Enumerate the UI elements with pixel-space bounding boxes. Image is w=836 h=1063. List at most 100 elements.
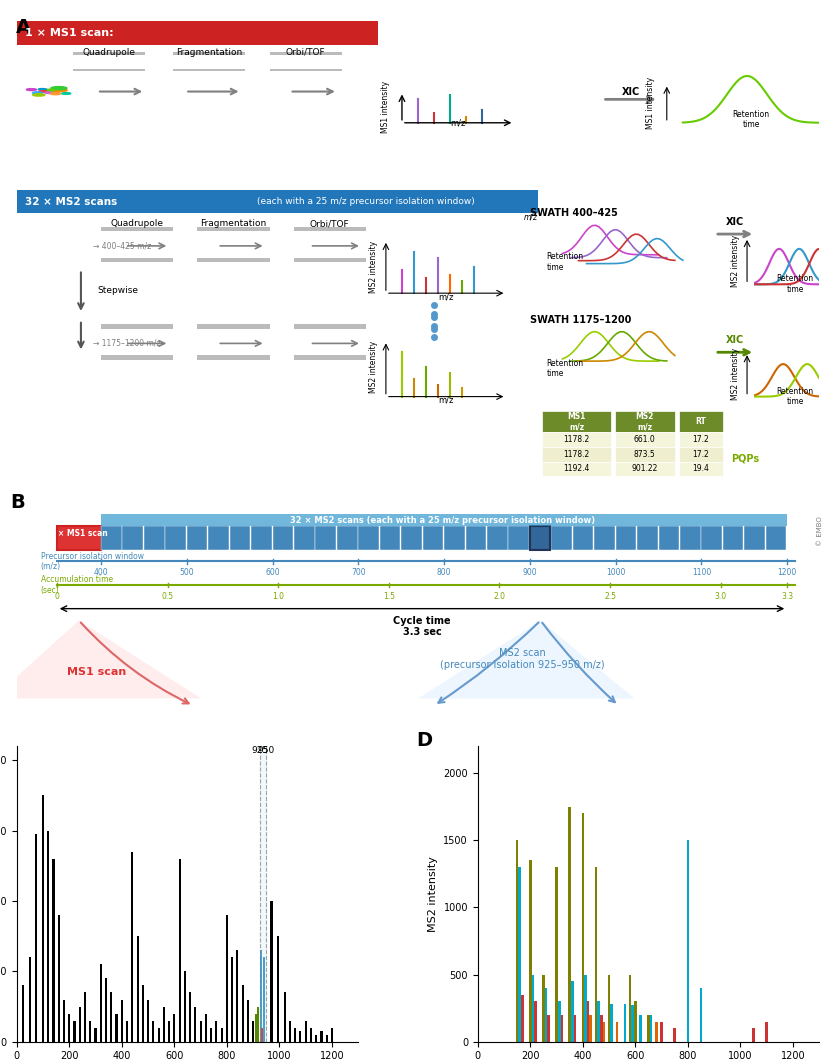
Bar (47, 830, 49, 1042)
Bar (534, 1001, 537, 1042)
Bar (326, 1034, 328, 1042)
Text: 19.4: 19.4 (692, 465, 709, 473)
Bar (299, 1031, 302, 1042)
Bar (359, 526, 379, 550)
Bar (210, 1028, 212, 1042)
Text: (each with a 25 m/z precursor isolation window): (each with a 25 m/z precursor isolation … (257, 197, 475, 206)
Text: 800: 800 (437, 569, 451, 577)
Bar (42, 795, 44, 1042)
Bar (17, 190, 538, 214)
Bar (152, 1020, 155, 1042)
Bar (173, 52, 246, 55)
Text: Quadrupole: Quadrupole (110, 219, 164, 229)
Text: MS1 intensity: MS1 intensity (381, 81, 390, 133)
Text: → 400–425 m/z: → 400–425 m/z (93, 241, 151, 251)
Bar (573, 1015, 576, 1042)
Bar (766, 526, 787, 550)
Bar (251, 526, 272, 550)
Bar (560, 1015, 563, 1042)
Bar (614, 432, 675, 446)
Bar (660, 1022, 663, 1042)
Bar (516, 840, 518, 1042)
Bar (126, 1020, 128, 1042)
Bar (545, 988, 548, 1042)
Text: 17.2: 17.2 (692, 450, 709, 459)
Text: m/z: m/z (451, 119, 466, 128)
Bar (568, 807, 571, 1042)
Bar (543, 432, 610, 446)
Bar (79, 1007, 81, 1042)
Text: 1000: 1000 (606, 569, 625, 577)
Bar (679, 461, 723, 476)
Bar (679, 446, 723, 461)
Text: Precursor isolation window
(m/z): Precursor isolation window (m/z) (41, 552, 144, 571)
Bar (584, 975, 587, 1042)
Text: Orbi/TOF: Orbi/TOF (310, 219, 349, 229)
Bar (273, 526, 293, 550)
Bar (521, 995, 523, 1042)
Bar (530, 526, 550, 550)
Bar (189, 993, 191, 1042)
Text: 600: 600 (265, 569, 280, 577)
Text: 901.22: 901.22 (631, 465, 658, 473)
Bar (255, 1014, 257, 1042)
Bar (680, 526, 701, 550)
Bar (603, 1022, 605, 1042)
Bar (101, 257, 173, 263)
Bar (73, 69, 145, 71)
Circle shape (45, 91, 53, 94)
Bar (487, 526, 507, 550)
Text: 1200: 1200 (777, 569, 797, 577)
Bar (17, 21, 378, 45)
Bar (35, 834, 38, 1042)
Bar (293, 257, 366, 263)
Text: 0.5: 0.5 (161, 592, 174, 601)
Text: 2.0: 2.0 (493, 592, 506, 601)
Text: 32 × MS2 scans: 32 × MS2 scans (25, 197, 117, 206)
Text: Retention
time: Retention time (732, 111, 770, 130)
Circle shape (43, 89, 55, 91)
Bar (237, 950, 238, 1042)
Bar (166, 526, 186, 550)
Bar (600, 1015, 603, 1042)
Bar (184, 972, 186, 1042)
Bar (337, 526, 358, 550)
Bar (197, 226, 269, 231)
Text: m/z: m/z (523, 213, 538, 221)
Text: © EMBO: © EMBO (818, 517, 823, 546)
Text: Fragmentation: Fragmentation (176, 48, 242, 56)
Bar (679, 411, 723, 432)
Bar (543, 411, 610, 432)
Text: 900: 900 (522, 569, 538, 577)
Text: 925: 925 (251, 746, 268, 756)
Bar (614, 446, 675, 461)
Bar (597, 1001, 600, 1042)
Text: A: A (16, 18, 31, 37)
Text: MS2 intensity: MS2 intensity (731, 349, 740, 401)
Text: PQPs: PQPs (731, 454, 759, 463)
Bar (74, 1020, 75, 1042)
Bar (508, 526, 529, 550)
Text: 400: 400 (94, 569, 109, 577)
Bar (144, 526, 165, 550)
Bar (63, 999, 65, 1042)
Bar (594, 526, 614, 550)
Text: Retention
time: Retention time (777, 274, 813, 293)
Bar (320, 1031, 323, 1042)
Bar (610, 1005, 613, 1042)
Bar (289, 1020, 291, 1042)
Bar (205, 1014, 207, 1042)
Text: Quadrupole: Quadrupole (83, 48, 135, 56)
Bar (548, 1015, 550, 1042)
Bar (294, 526, 314, 550)
Bar (594, 867, 597, 1042)
Text: 661.0: 661.0 (634, 435, 655, 444)
Bar (293, 355, 366, 359)
Bar (615, 526, 636, 550)
Text: MS2
m/z: MS2 m/z (635, 412, 654, 432)
Text: Accumulation time
(sec): Accumulation time (sec) (41, 575, 113, 594)
Text: 1 × MS1 scan:: 1 × MS1 scan: (25, 28, 114, 38)
Text: → 1175–1200 m/z: → 1175–1200 m/z (93, 339, 161, 348)
Bar (423, 526, 443, 550)
Text: 3.3: 3.3 (781, 592, 793, 601)
